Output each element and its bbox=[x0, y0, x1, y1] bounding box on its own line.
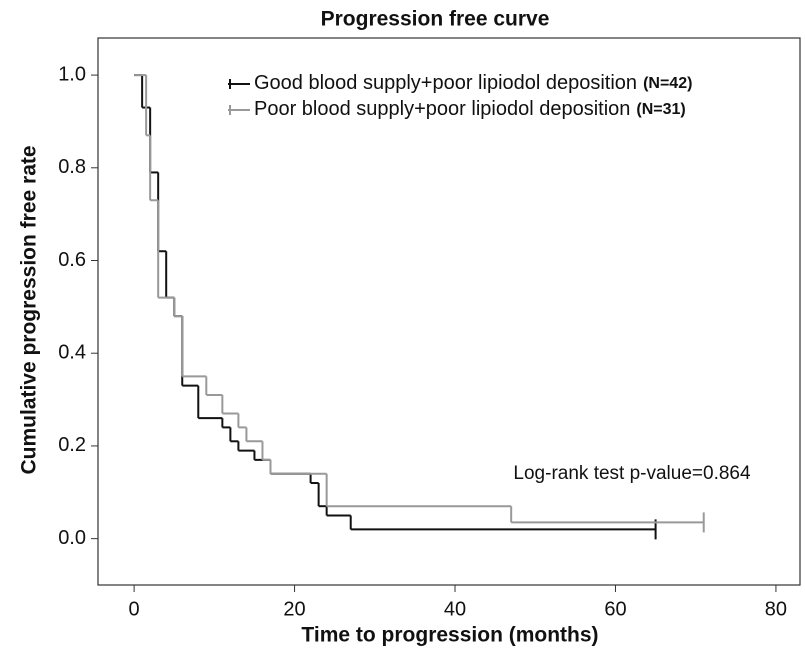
x-tick-label: 80 bbox=[765, 598, 787, 620]
x-tick-label: 40 bbox=[444, 598, 466, 620]
y-tick-label: 0.6 bbox=[58, 249, 86, 271]
y-tick-label: 0.2 bbox=[58, 434, 86, 456]
legend-name: Poor blood supply+poor lipiodol depositi… bbox=[254, 98, 630, 120]
plot-frame bbox=[97, 37, 801, 586]
legend-n: (N=42) bbox=[643, 75, 692, 92]
y-tick-label: 0.8 bbox=[58, 156, 86, 178]
y-axis-label: Cumulative progression free rate bbox=[18, 145, 41, 474]
x-tick-label: 20 bbox=[283, 598, 305, 620]
y-tick-label: 1.0 bbox=[58, 63, 86, 85]
chart-title: Progression free curve bbox=[321, 8, 550, 31]
legend-name: Good blood supply+poor lipiodol depositi… bbox=[254, 72, 637, 94]
legend-n: (N=31) bbox=[636, 101, 685, 118]
x-axis-label: Time to progression (months) bbox=[301, 624, 598, 647]
annotation: Log-rank test p-value=0.864 bbox=[513, 463, 751, 484]
x-tick-label: 0 bbox=[129, 598, 140, 620]
y-tick-label: 0.0 bbox=[58, 527, 86, 549]
legend-label: Poor blood supply+poor lipiodol depositi… bbox=[254, 98, 686, 120]
x-tick-label: 60 bbox=[604, 598, 626, 620]
y-tick-label: 0.4 bbox=[58, 342, 86, 364]
legend-label: Good blood supply+poor lipiodol depositi… bbox=[254, 72, 692, 94]
